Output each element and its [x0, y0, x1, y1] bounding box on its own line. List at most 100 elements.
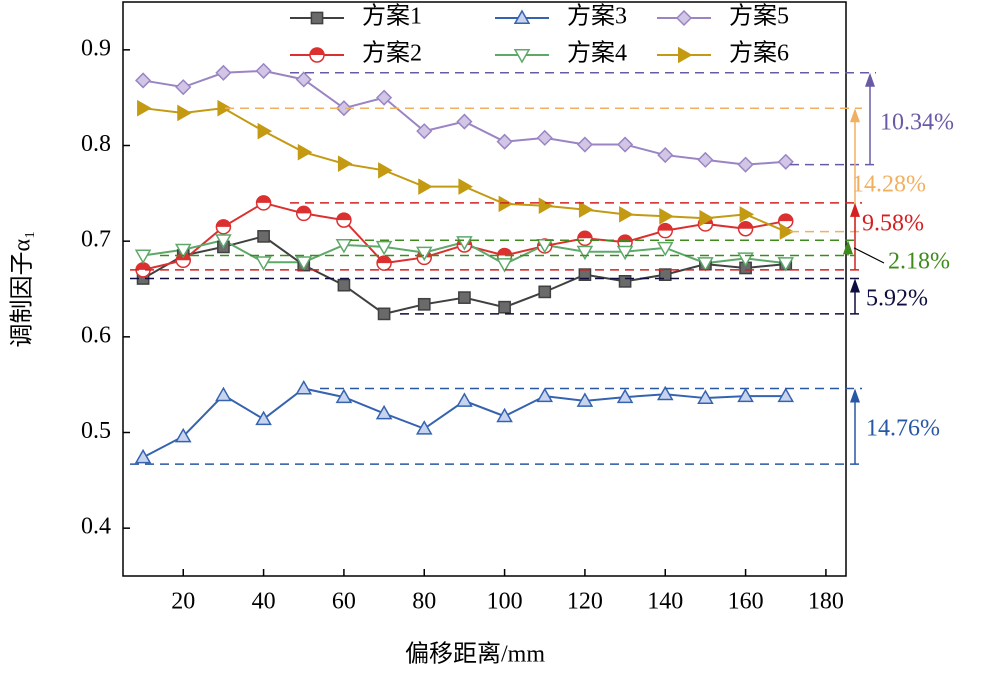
data-point: [174, 427, 192, 443]
data-point: [576, 245, 594, 261]
data-point: [134, 249, 152, 265]
marker-shape: [415, 420, 433, 435]
data-point: [737, 387, 754, 403]
data-point: [376, 89, 393, 106]
plot-frame: [122, 1, 847, 577]
marker-shape: [616, 388, 634, 404]
legend-entry: 方案3: [495, 3, 627, 30]
marker-shape: [697, 389, 714, 405]
marker-shape: [458, 178, 473, 195]
data-point: [255, 256, 272, 271]
data-point: [616, 245, 634, 261]
y-tick-label: 0.6: [81, 322, 111, 348]
marker-shape: [578, 201, 594, 218]
data-point: [137, 99, 152, 117]
marker-shape: [657, 147, 674, 164]
data-point: [337, 278, 351, 292]
data-point: [496, 258, 513, 273]
marker-shape: [135, 72, 152, 89]
marker-shape: [777, 153, 794, 170]
data-point: [295, 379, 313, 395]
legend-entry: 方案2: [290, 40, 422, 67]
arrow-head: [850, 278, 860, 293]
marker-shape: [536, 129, 553, 146]
data-point: [335, 238, 353, 254]
marker-shape: [295, 71, 312, 88]
marker-shape: [513, 49, 531, 64]
data-point: [336, 212, 352, 228]
data-point: [296, 205, 312, 222]
data-point: [417, 297, 431, 311]
data-point: [215, 64, 232, 81]
marker-shape: [576, 392, 594, 407]
data-point: [177, 104, 192, 122]
marker-shape: [134, 448, 152, 464]
marker-shape: [310, 11, 324, 25]
marker-shape: [418, 178, 433, 195]
data-point: [215, 386, 232, 402]
marker-shape: [174, 243, 192, 259]
marker-shape: [577, 231, 592, 239]
legend-label: 方案6: [729, 40, 789, 67]
marker-shape: [335, 238, 353, 254]
annotation-label: 9.58%: [862, 211, 924, 237]
legend-entry: 方案1: [290, 3, 422, 30]
marker-shape: [496, 407, 513, 423]
data-point: [416, 123, 433, 140]
marker-shape: [177, 104, 192, 122]
marker-shape: [619, 206, 634, 223]
annotation-label: 10.34%: [880, 110, 954, 136]
x-tick-label: 60: [332, 589, 356, 615]
marker-shape: [378, 162, 393, 179]
data-point: [295, 256, 313, 271]
legend-entry: 方案4: [495, 40, 627, 67]
data-point: [697, 151, 714, 168]
data-point: [699, 209, 714, 227]
marker-shape: [255, 256, 272, 271]
data-point: [297, 143, 313, 161]
marker-shape: [337, 278, 351, 292]
data-point: [415, 420, 433, 435]
marker-shape: [175, 79, 192, 96]
marker-shape: [375, 404, 393, 420]
marker-shape: [578, 268, 592, 281]
data-point: [175, 79, 192, 96]
data-point: [376, 255, 392, 271]
data-point: [656, 241, 674, 257]
marker-shape: [777, 387, 795, 403]
data-point: [496, 407, 513, 423]
data-point: [578, 201, 594, 218]
data-point: [536, 129, 553, 146]
marker-shape: [295, 379, 313, 395]
y-tick-label: 0.4: [81, 514, 111, 540]
data-point: [618, 274, 632, 288]
marker-shape: [737, 387, 754, 403]
marker-shape: [375, 240, 393, 256]
marker-shape: [498, 195, 514, 213]
x-axis-label: 偏移距离/mm: [405, 641, 545, 668]
data-point: [777, 257, 795, 272]
marker-shape: [618, 274, 632, 288]
marker-shape: [257, 230, 270, 243]
marker-shape: [616, 245, 634, 261]
marker-shape: [335, 388, 353, 404]
data-point: [255, 195, 272, 211]
data-point: [456, 392, 473, 407]
data-point: [576, 392, 594, 407]
data-point: [335, 100, 352, 117]
marker-shape: [656, 385, 674, 401]
marker-shape: [658, 223, 673, 231]
y-tick-label: 0.8: [81, 131, 111, 157]
data-point: [257, 230, 270, 243]
y-tick-label: 0.7: [81, 227, 111, 253]
y-tick-label: 0.5: [81, 418, 111, 444]
data-point: [659, 208, 674, 225]
data-point: [335, 388, 353, 404]
marker-shape: [496, 258, 513, 273]
marker-shape: [538, 285, 552, 299]
data-point: [337, 155, 353, 172]
marker-shape: [415, 246, 433, 262]
marker-shape: [699, 209, 714, 227]
data-point: [418, 178, 433, 195]
marker-shape: [136, 262, 151, 270]
